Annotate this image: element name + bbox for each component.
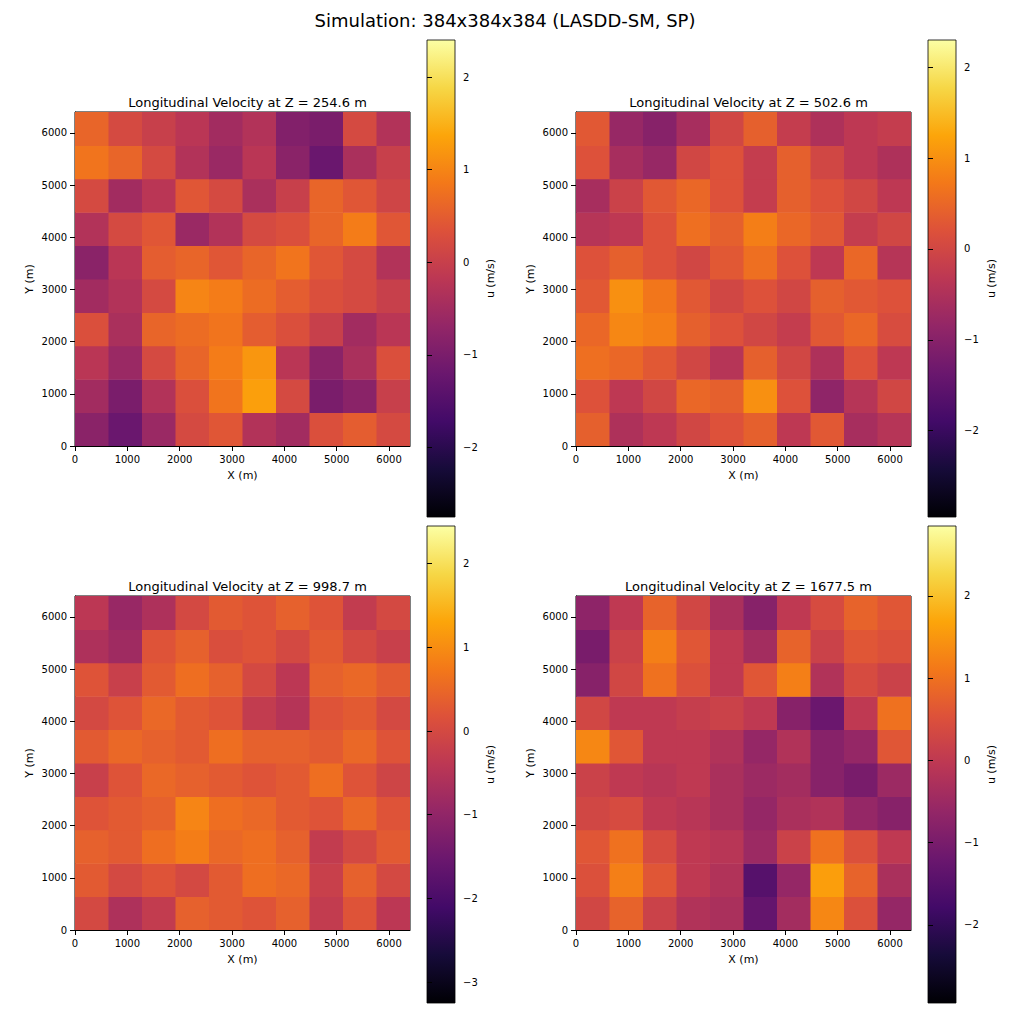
svg-text:−1: −1	[463, 349, 478, 360]
svg-text:2: 2	[463, 558, 469, 569]
svg-text:3000: 3000	[543, 768, 568, 779]
svg-text:6000: 6000	[376, 938, 401, 949]
svg-text:6000: 6000	[42, 127, 67, 138]
svg-text:X (m): X (m)	[728, 953, 758, 966]
svg-text:2000: 2000	[167, 454, 192, 465]
svg-text:5000: 5000	[543, 180, 568, 191]
svg-text:2000: 2000	[543, 336, 568, 347]
svg-text:2000: 2000	[668, 454, 693, 465]
svg-text:Longitudinal Velocity at Z = 1: Longitudinal Velocity at Z = 1677.5 m	[625, 579, 872, 594]
svg-text:u (m/s): u (m/s)	[985, 745, 998, 784]
svg-text:X (m): X (m)	[728, 469, 758, 482]
svg-text:−3: −3	[463, 977, 478, 988]
svg-text:1: 1	[964, 153, 970, 164]
svg-text:1: 1	[463, 164, 469, 175]
svg-text:5000: 5000	[825, 938, 850, 949]
svg-text:u (m/s): u (m/s)	[484, 259, 497, 298]
svg-text:6000: 6000	[877, 938, 902, 949]
svg-text:Simulation: 384x384x384 (LASDD: Simulation: 384x384x384 (LASDD-SM, SP)	[315, 10, 696, 31]
svg-text:6000: 6000	[376, 454, 401, 465]
svg-text:1: 1	[964, 673, 970, 684]
svg-text:0: 0	[463, 726, 469, 737]
svg-text:6000: 6000	[42, 611, 67, 622]
svg-text:6000: 6000	[543, 127, 568, 138]
svg-text:2: 2	[964, 62, 970, 73]
svg-text:5000: 5000	[324, 454, 349, 465]
svg-text:1000: 1000	[616, 454, 641, 465]
svg-text:2000: 2000	[543, 820, 568, 831]
svg-text:Longitudinal Velocity at Z = 2: Longitudinal Velocity at Z = 254.6 m	[128, 95, 367, 110]
svg-text:0: 0	[61, 441, 67, 452]
svg-text:−1: −1	[463, 809, 478, 820]
svg-text:1: 1	[463, 642, 469, 653]
svg-text:0: 0	[573, 454, 579, 465]
svg-text:1000: 1000	[115, 454, 140, 465]
svg-text:Longitudinal Velocity at Z = 5: Longitudinal Velocity at Z = 502.6 m	[629, 95, 868, 110]
svg-text:0: 0	[61, 925, 67, 936]
svg-text:0: 0	[562, 925, 568, 936]
svg-text:X (m): X (m)	[227, 469, 257, 482]
svg-text:−2: −2	[964, 919, 979, 930]
svg-text:5000: 5000	[324, 938, 349, 949]
svg-text:4000: 4000	[272, 454, 297, 465]
svg-text:0: 0	[964, 755, 970, 766]
svg-text:5000: 5000	[543, 664, 568, 675]
svg-text:3000: 3000	[42, 284, 67, 295]
svg-text:X (m): X (m)	[227, 953, 257, 966]
svg-text:Y (m): Y (m)	[524, 264, 537, 295]
svg-text:3000: 3000	[42, 768, 67, 779]
svg-text:5000: 5000	[42, 664, 67, 675]
svg-text:2000: 2000	[167, 938, 192, 949]
svg-text:3000: 3000	[543, 284, 568, 295]
svg-text:0: 0	[72, 938, 78, 949]
svg-text:5000: 5000	[42, 180, 67, 191]
svg-text:2000: 2000	[668, 938, 693, 949]
svg-text:3000: 3000	[219, 454, 244, 465]
svg-text:6000: 6000	[877, 454, 902, 465]
svg-text:0: 0	[573, 938, 579, 949]
svg-text:0: 0	[562, 441, 568, 452]
svg-text:0: 0	[72, 454, 78, 465]
svg-text:4000: 4000	[42, 716, 67, 727]
svg-text:1000: 1000	[543, 388, 568, 399]
svg-text:4000: 4000	[42, 232, 67, 243]
svg-text:4000: 4000	[543, 232, 568, 243]
svg-text:2: 2	[964, 590, 970, 601]
svg-text:4000: 4000	[773, 454, 798, 465]
svg-text:5000: 5000	[825, 454, 850, 465]
svg-text:2: 2	[463, 72, 469, 83]
svg-text:3000: 3000	[219, 938, 244, 949]
svg-text:Y (m): Y (m)	[23, 264, 36, 295]
svg-text:1000: 1000	[42, 872, 67, 883]
svg-text:3000: 3000	[720, 938, 745, 949]
svg-text:Y (m): Y (m)	[23, 748, 36, 779]
svg-text:1000: 1000	[115, 938, 140, 949]
svg-text:3000: 3000	[720, 454, 745, 465]
svg-text:4000: 4000	[773, 938, 798, 949]
svg-text:−2: −2	[964, 425, 979, 436]
svg-text:0: 0	[964, 243, 970, 254]
svg-text:−2: −2	[463, 893, 478, 904]
svg-text:−1: −1	[964, 334, 979, 345]
svg-text:1000: 1000	[543, 872, 568, 883]
svg-text:6000: 6000	[543, 611, 568, 622]
svg-text:u (m/s): u (m/s)	[985, 259, 998, 298]
svg-text:−2: −2	[463, 442, 478, 453]
svg-text:4000: 4000	[272, 938, 297, 949]
svg-text:0: 0	[463, 257, 469, 268]
svg-text:u (m/s): u (m/s)	[484, 745, 497, 784]
svg-text:4000: 4000	[543, 716, 568, 727]
svg-text:Y (m): Y (m)	[524, 748, 537, 779]
svg-text:Longitudinal Velocity at Z = 9: Longitudinal Velocity at Z = 998.7 m	[128, 579, 367, 594]
svg-text:1000: 1000	[42, 388, 67, 399]
svg-text:1000: 1000	[616, 938, 641, 949]
svg-text:2000: 2000	[42, 336, 67, 347]
svg-text:−1: −1	[964, 837, 979, 848]
svg-text:2000: 2000	[42, 820, 67, 831]
